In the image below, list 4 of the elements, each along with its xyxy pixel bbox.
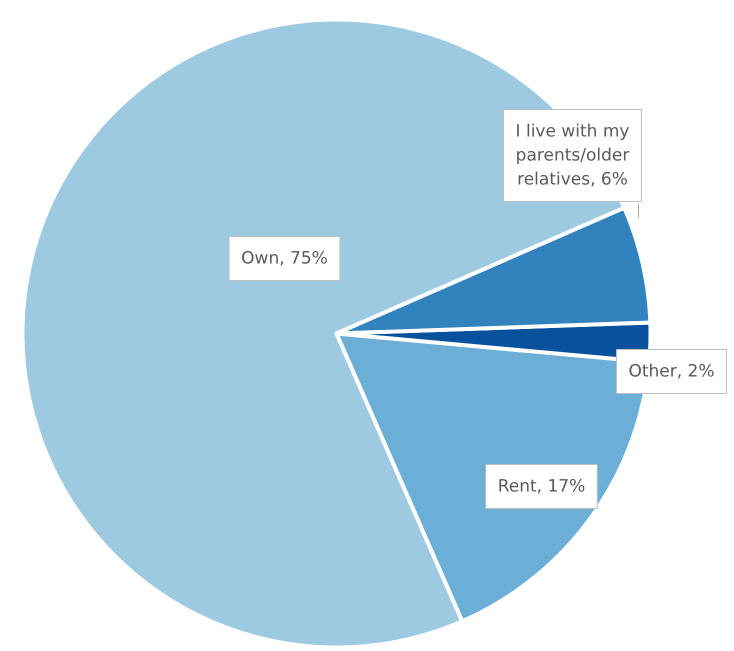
slice-label: I live with my parents/older relatives, 6%	[516, 122, 630, 190]
slice-label: Own, 75%	[241, 248, 328, 268]
slice-label: Rent, 17%	[498, 476, 586, 496]
slice-label: Other, 2%	[628, 362, 715, 382]
